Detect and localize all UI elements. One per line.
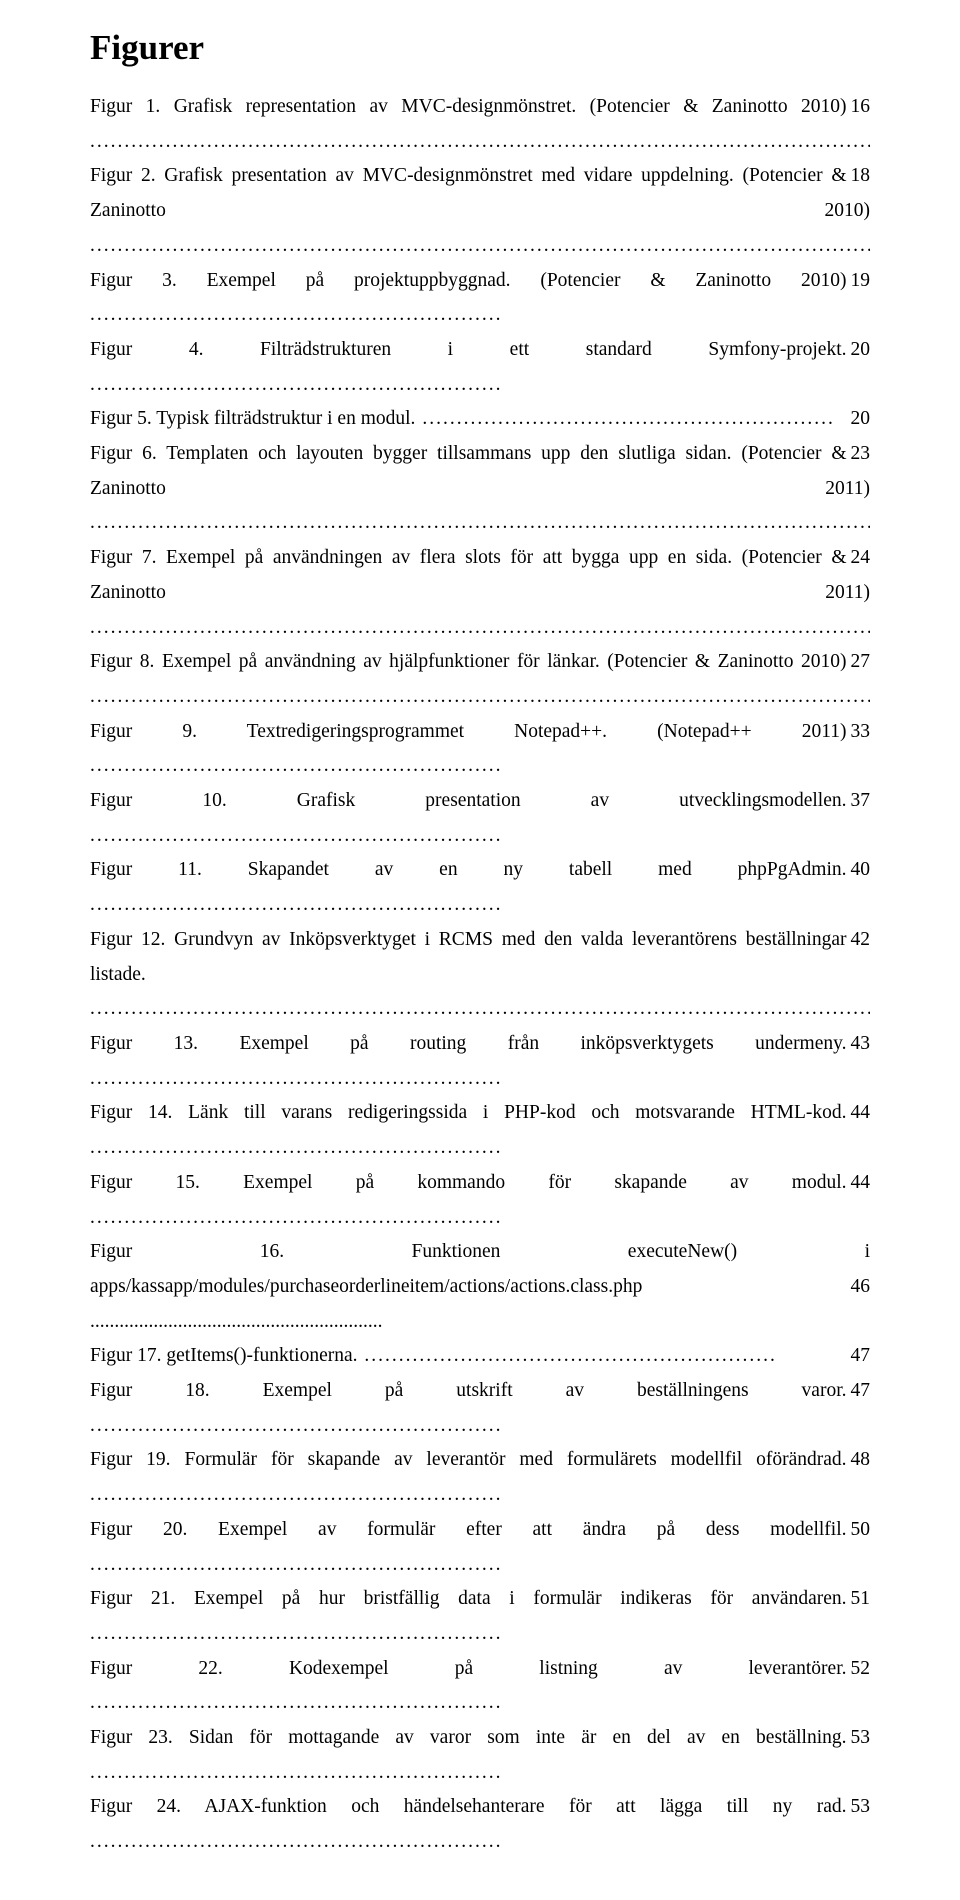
figure-entry: 50Figur 20. Exempel av formulär efter at… bbox=[90, 1513, 870, 1582]
entry-text: Figur 14. Länk till varans redigeringssi… bbox=[90, 1102, 847, 1123]
entry-text: Figur 20. Exempel av formulär efter att … bbox=[90, 1519, 847, 1540]
entry-page: 20 bbox=[847, 333, 871, 368]
entry-page: 53 bbox=[847, 1790, 871, 1825]
figure-entry: 43Figur 13. Exempel på routing från inkö… bbox=[90, 1027, 870, 1096]
figure-entry: 16Figur 1. Grafisk representation av MVC… bbox=[90, 90, 870, 159]
entry-text: Figur 13. Exempel på routing från inköps… bbox=[90, 1033, 847, 1054]
entry-page: 20 bbox=[847, 402, 871, 437]
figure-entry: 37Figur 10. Grafisk presentation av utve… bbox=[90, 784, 870, 853]
entry-text: Figur 10. Grafisk presentation av utveck… bbox=[90, 790, 847, 811]
entry-page: 16 bbox=[847, 90, 871, 125]
figure-entry: 23Figur 6. Templaten och layouten bygger… bbox=[90, 437, 870, 541]
figure-entry: 51Figur 21. Exempel på hur bristfällig d… bbox=[90, 1582, 870, 1651]
entry-text: Figur 12. Grundvyn av Inköpsverktyget i … bbox=[90, 929, 847, 985]
entry-page: 46 bbox=[847, 1270, 871, 1305]
figure-entry: 20 Figur 5. Typisk filträdstruktur i en m… bbox=[90, 402, 870, 437]
entry-page: 51 bbox=[847, 1582, 871, 1617]
figure-entry: 53Figur 23. Sidan för mottagande av varo… bbox=[90, 1721, 870, 1790]
entry-text: Figur 23. Sidan för mottagande av varor … bbox=[90, 1727, 847, 1748]
entry-text: Figur 2. Grafisk presentation av MVC-des… bbox=[90, 165, 870, 221]
entry-page: 33 bbox=[847, 715, 871, 750]
entry-page: 40 bbox=[847, 853, 871, 888]
entry-text: Figur 7. Exempel på användningen av fler… bbox=[90, 547, 870, 603]
entry-text: Figur 1. Grafisk representation av MVC-d… bbox=[90, 96, 847, 117]
entry-page: 48 bbox=[847, 1443, 871, 1478]
figure-entry: 24Figur 7. Exempel på användningen av fl… bbox=[90, 541, 870, 645]
entry-page: 50 bbox=[847, 1513, 871, 1548]
entry-page: 44 bbox=[847, 1166, 871, 1201]
figure-entry: 20Figur 4. Filträdstrukturen i ett stand… bbox=[90, 333, 870, 402]
entry-text: Figur 11. Skapandet av en ny tabell med … bbox=[90, 859, 847, 880]
figure-entry: 48Figur 19. Formulär för skapande av lev… bbox=[90, 1443, 870, 1512]
figure-entry: 52Figur 22. Kodexempel på listning av le… bbox=[90, 1652, 870, 1721]
entry-text: Figur 18. Exempel på utskrift av beställ… bbox=[90, 1380, 847, 1401]
entry-text: Figur 19. Formulär för skapande av lever… bbox=[90, 1449, 847, 1470]
figure-entry: 44Figur 14. Länk till varans redigerings… bbox=[90, 1096, 870, 1165]
entry-text: Figur 24. AJAX-funktion och händelsehant… bbox=[90, 1796, 847, 1817]
entry-page: 47 bbox=[847, 1339, 871, 1374]
figure-entry: 33Figur 9. Textredigeringsprogrammet Not… bbox=[90, 715, 870, 784]
figures-heading: Figurer bbox=[90, 28, 870, 68]
figure-entry: 42Figur 12. Grundvyn av Inköpsverktyget … bbox=[90, 923, 870, 1027]
figure-entry: 40Figur 11. Skapandet av en ny tabell me… bbox=[90, 853, 870, 922]
entry-text: Figur 4. Filträdstrukturen i ett standar… bbox=[90, 339, 847, 360]
entry-page: 19 bbox=[847, 264, 871, 299]
figure-entry: Figur 16. Funktionen executeNew() i46app… bbox=[90, 1235, 870, 1339]
entry-text: Figur 8. Exempel på användning av hjälpf… bbox=[90, 651, 847, 672]
entry-text: Figur 15. Exempel på kommando för skapan… bbox=[90, 1172, 847, 1193]
figure-entry: 19Figur 3. Exempel på projektuppbyggnad.… bbox=[90, 264, 870, 333]
entry-page: 42 bbox=[847, 923, 871, 958]
figure-entry: 27Figur 8. Exempel på användning av hjäl… bbox=[90, 645, 870, 714]
entry-page: 52 bbox=[847, 1652, 871, 1687]
entry-page: 44 bbox=[847, 1096, 871, 1131]
entry-page: 53 bbox=[847, 1721, 871, 1756]
entry-page: 43 bbox=[847, 1027, 871, 1062]
entry-text: Figur 22. Kodexempel på listning av leve… bbox=[90, 1658, 847, 1679]
figure-entry: 53Figur 24. AJAX-funktion och händelseha… bbox=[90, 1790, 870, 1859]
figure-entry: 47Figur 17. getItems()-funktionerna. ...… bbox=[90, 1339, 870, 1374]
entry-page: 37 bbox=[847, 784, 871, 819]
entry-page: 27 bbox=[847, 645, 871, 680]
figures-list: 16Figur 1. Grafisk representation av MVC… bbox=[90, 90, 870, 1860]
entry-text: Figur 9. Textredigeringsprogrammet Notep… bbox=[90, 721, 847, 742]
figure-entry: 18Figur 2. Grafisk presentation av MVC-d… bbox=[90, 159, 870, 263]
entry-text: Figur 17. getItems()-funktionerna. bbox=[90, 1345, 358, 1366]
entry-text: Figur 6. Templaten och layouten bygger t… bbox=[90, 443, 870, 499]
entry-text: Figur 21. Exempel på hur bristfällig dat… bbox=[90, 1588, 847, 1609]
entry-page: 47 bbox=[847, 1374, 871, 1409]
entry-text: Figur 5. Typisk filträdstruktur i en mod… bbox=[90, 408, 415, 429]
entry-page: 23 bbox=[847, 437, 871, 472]
figure-entry: 44Figur 15. Exempel på kommando för skap… bbox=[90, 1166, 870, 1235]
figure-entry: 47Figur 18. Exempel på utskrift av bestä… bbox=[90, 1374, 870, 1443]
entry-page: 24 bbox=[847, 541, 871, 576]
entry-page: 18 bbox=[847, 159, 871, 194]
entry-text: Figur 3. Exempel på projektuppbyggnad. (… bbox=[90, 270, 847, 291]
entry-text: apps/kassapp/modules/purchaseorderlineit… bbox=[90, 1276, 642, 1297]
